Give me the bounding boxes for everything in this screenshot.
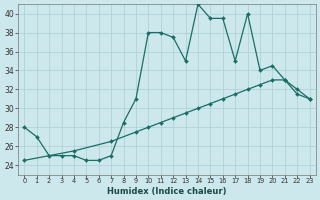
X-axis label: Humidex (Indice chaleur): Humidex (Indice chaleur) xyxy=(107,187,227,196)
